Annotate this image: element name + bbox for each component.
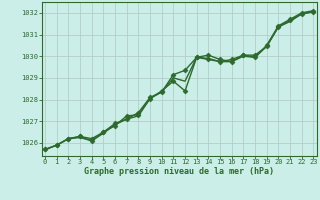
X-axis label: Graphe pression niveau de la mer (hPa): Graphe pression niveau de la mer (hPa)	[84, 167, 274, 176]
